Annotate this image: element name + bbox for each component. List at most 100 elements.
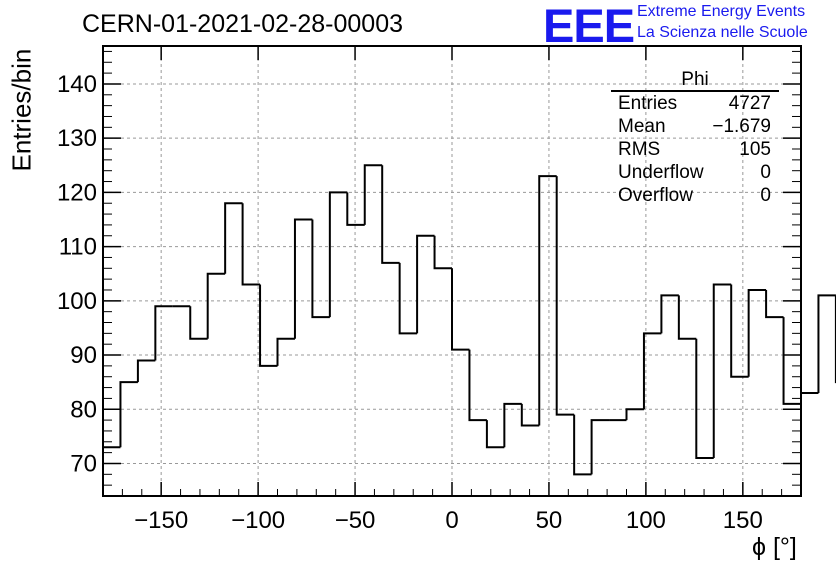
histogram-bin bbox=[276, 337, 295, 366]
stats-box: Phi Entries 4727 Mean −1.679 RMS 105 Und… bbox=[611, 70, 779, 207]
histogram-bin bbox=[346, 192, 365, 226]
bin-step bbox=[433, 235, 452, 270]
bin-step bbox=[642, 332, 662, 410]
bin-step bbox=[398, 262, 418, 335]
bin-step bbox=[590, 419, 610, 475]
y-axis-label: Entries/bin bbox=[6, 48, 37, 172]
bin-step bbox=[730, 284, 749, 378]
histogram-bin bbox=[241, 203, 261, 286]
histogram-bin bbox=[590, 419, 610, 475]
logo-line-1: Extreme Energy Events bbox=[637, 3, 806, 20]
stat-row: Underflow 0 bbox=[611, 161, 779, 184]
stat-value: 0 bbox=[760, 162, 771, 183]
histogram-bin bbox=[520, 403, 540, 427]
histogram-bin bbox=[224, 202, 243, 274]
bin-step bbox=[189, 306, 208, 340]
bin-step bbox=[311, 219, 330, 319]
bin-step bbox=[451, 268, 470, 351]
bin-step bbox=[346, 192, 365, 226]
histogram-bin bbox=[468, 349, 487, 422]
histogram-bin bbox=[782, 317, 801, 405]
bin-step bbox=[259, 284, 278, 367]
histogram-bin bbox=[485, 420, 505, 449]
grid bbox=[103, 46, 801, 496]
bin-step bbox=[224, 202, 243, 274]
bin-step bbox=[276, 337, 295, 366]
stat-value: −1.679 bbox=[712, 116, 771, 137]
y-tick-label: 100 bbox=[57, 288, 97, 315]
histogram-bin bbox=[747, 288, 767, 377]
histogram-bin bbox=[206, 272, 226, 339]
bin-step bbox=[625, 408, 644, 421]
x-tick-label: −150 bbox=[134, 507, 188, 534]
x-tick-label: −100 bbox=[231, 507, 285, 534]
bin-step bbox=[136, 359, 156, 383]
y-tick-label: 80 bbox=[70, 396, 97, 423]
histogram-bin bbox=[817, 294, 836, 393]
bin-step bbox=[485, 420, 505, 449]
histogram-bin bbox=[695, 338, 714, 460]
x-tick-label: −50 bbox=[335, 507, 376, 534]
histogram-bin bbox=[398, 262, 418, 335]
histogram-bins bbox=[102, 164, 836, 496]
stat-label: Underflow bbox=[618, 162, 704, 183]
x-tick-label: 50 bbox=[536, 507, 563, 534]
bin-step bbox=[468, 349, 487, 422]
logo-line-2: La Scienza nelle Scuole bbox=[637, 24, 808, 41]
bin-step bbox=[782, 317, 801, 405]
bin-step bbox=[520, 403, 540, 427]
histogram-bin bbox=[381, 165, 400, 264]
x-tick-label: 0 bbox=[445, 507, 458, 534]
histogram-bin bbox=[660, 294, 679, 334]
bin-step bbox=[660, 294, 679, 334]
histogram-bin bbox=[677, 295, 697, 340]
histogram-bin bbox=[765, 289, 784, 319]
bin-step bbox=[293, 218, 313, 339]
bin-step bbox=[747, 288, 767, 377]
histogram-bin bbox=[433, 235, 452, 270]
eee-logo: EEE bbox=[543, 0, 635, 52]
histogram-bin bbox=[293, 218, 313, 339]
histogram-bin bbox=[538, 175, 557, 426]
histogram-bin bbox=[730, 284, 749, 378]
histogram-bin bbox=[642, 332, 662, 410]
bin-step bbox=[381, 165, 400, 264]
y-tick-label: 70 bbox=[70, 450, 97, 477]
bin-step bbox=[416, 234, 435, 334]
stat-label: Mean bbox=[618, 116, 666, 137]
x-axis-label: ϕ [°] bbox=[752, 533, 797, 561]
stat-label: Entries bbox=[618, 93, 678, 114]
stat-value: 105 bbox=[739, 139, 771, 160]
stat-row: RMS 105 bbox=[611, 138, 779, 161]
y-tick-label: 140 bbox=[57, 71, 97, 98]
x-tick-label: 100 bbox=[626, 507, 666, 534]
plot-frame bbox=[102, 45, 802, 497]
stat-row: Entries 4727 bbox=[611, 92, 779, 115]
y-tick-label: 120 bbox=[57, 179, 97, 206]
bin-step bbox=[573, 414, 592, 476]
stat-value: 4727 bbox=[728, 93, 771, 114]
histogram-bin bbox=[712, 283, 732, 459]
bin-step bbox=[206, 272, 226, 339]
bin-step bbox=[817, 294, 836, 393]
y-tick-label: 110 bbox=[59, 234, 97, 261]
stat-label: Overflow bbox=[618, 185, 693, 206]
bin-step bbox=[765, 289, 784, 319]
histogram-bin bbox=[154, 305, 173, 361]
bin-step bbox=[154, 305, 173, 361]
histogram-bin bbox=[259, 284, 278, 367]
histogram-bin bbox=[328, 191, 348, 318]
bin-step bbox=[712, 283, 732, 459]
bin-step bbox=[503, 402, 522, 448]
x-tick-label: 150 bbox=[723, 507, 763, 534]
bin-step bbox=[241, 203, 261, 286]
stat-row: Overflow 0 bbox=[611, 184, 779, 207]
histogram-bin bbox=[503, 402, 522, 448]
stats-title: Phi bbox=[611, 70, 779, 92]
histogram-bin bbox=[119, 381, 138, 448]
histogram-bin bbox=[625, 408, 644, 421]
y-tick-label: 90 bbox=[70, 342, 97, 369]
bin-step bbox=[119, 381, 138, 448]
histogram-bin bbox=[573, 414, 592, 476]
